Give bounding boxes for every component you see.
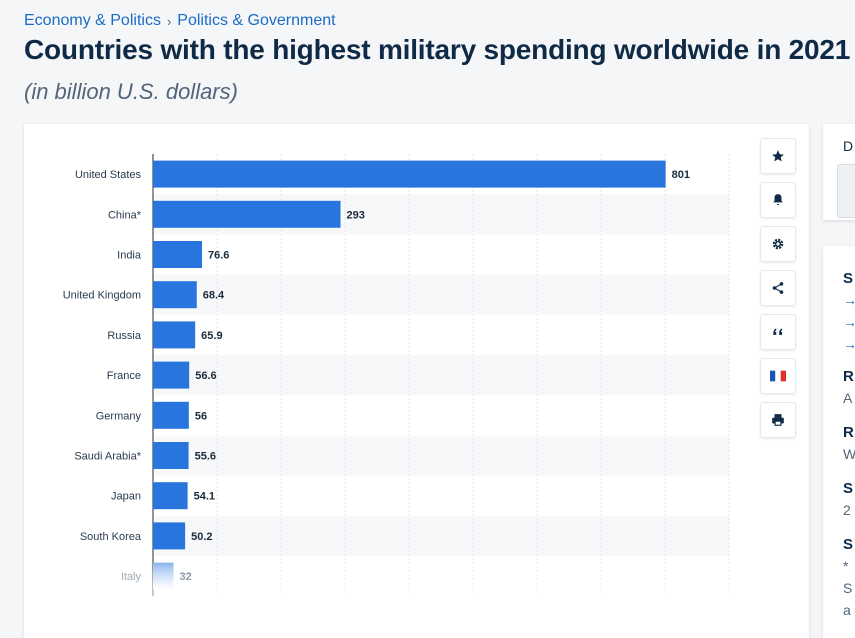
bar (153, 160, 666, 188)
chart-card: United States 801 China* 293 India 76.6 United… (24, 124, 809, 638)
row-stripe (153, 515, 729, 556)
breadcrumb-link-economy-politics[interactable]: Economy & Politics (24, 12, 161, 29)
supplementary-text-2: a (843, 602, 851, 618)
release-date-value: A (843, 390, 853, 406)
category-label: United Kingdom (63, 290, 141, 302)
data-label: 68.4 (203, 290, 225, 302)
survey-time-heading: S (843, 480, 854, 497)
category-label: South Korea (80, 531, 142, 543)
bell-icon (773, 194, 783, 206)
release-date-heading: R (843, 368, 854, 385)
cite-button[interactable] (760, 314, 796, 350)
bar (153, 482, 188, 510)
row-stripe (153, 355, 729, 396)
data-label: 801 (672, 169, 690, 181)
data-label: 76.6 (208, 250, 229, 262)
fade-overlay (24, 564, 764, 624)
category-label: France (107, 370, 141, 382)
breadcrumb-link-politics-government[interactable]: Politics & Government (177, 12, 336, 29)
category-label: United States (75, 169, 142, 181)
download-card-heading: D (843, 138, 854, 154)
category-label: Germany (96, 410, 142, 422)
bar-chart: United States 801 China* 293 India 76.6 United… (24, 154, 764, 624)
supplementary-text-1: S (843, 580, 853, 596)
printer-icon (772, 414, 784, 426)
download-thumbnail[interactable] (837, 164, 855, 218)
data-label: 56 (195, 410, 207, 422)
data-label: 50.2 (191, 531, 212, 543)
bar (153, 361, 190, 389)
row-stripe (153, 274, 729, 315)
favorite-button[interactable] (760, 138, 796, 174)
source-card: S → → → R A R W S 2 S * S a (823, 246, 855, 638)
share-button[interactable] (760, 270, 796, 306)
settings-button[interactable] (760, 226, 796, 262)
data-label: 54.1 (194, 491, 215, 503)
breadcrumb-separator: › (166, 13, 172, 29)
supplementary-asterisk: * (843, 558, 849, 574)
source-heading: S (843, 270, 854, 287)
data-label: 65.9 (201, 330, 222, 342)
data-label: 55.6 (195, 451, 216, 463)
region-heading: R (843, 424, 854, 441)
chart-toolbar (760, 138, 796, 438)
download-card: D (823, 124, 855, 220)
source-link-3[interactable]: → (843, 336, 855, 352)
region-value: W (843, 446, 855, 462)
category-label: Saudi Arabia* (74, 451, 141, 463)
category-label: Russia (107, 330, 142, 342)
data-label: 293 (347, 209, 365, 221)
bar (153, 522, 186, 550)
survey-time-value: 2 (843, 502, 851, 518)
supplementary-heading: S (843, 536, 854, 553)
quote-icon (773, 328, 783, 335)
bar (153, 200, 341, 228)
star-icon (772, 150, 784, 162)
bar (153, 321, 196, 349)
category-label: India (117, 250, 142, 262)
print-button[interactable] (760, 402, 796, 438)
language-button[interactable] (760, 358, 796, 394)
category-label: China* (108, 209, 142, 221)
french-flag-icon (770, 370, 786, 382)
breadcrumb: Economy & Politics › Politics & Governme… (24, 12, 336, 30)
page-subtitle: (in billion U.S. dollars) (24, 79, 238, 104)
bar (153, 442, 189, 469)
gear-icon (772, 238, 784, 250)
share-icon (772, 282, 784, 294)
data-label: 56.6 (195, 370, 216, 382)
source-link-1[interactable]: → (843, 292, 855, 308)
bar (153, 241, 203, 268)
bar (153, 401, 189, 429)
page-title: Countries with the highest military spen… (24, 34, 851, 65)
notification-button[interactable] (760, 182, 796, 218)
row-stripe (153, 435, 729, 476)
category-label: Japan (111, 491, 141, 503)
bar (153, 281, 197, 309)
source-link-2[interactable]: → (843, 314, 855, 330)
